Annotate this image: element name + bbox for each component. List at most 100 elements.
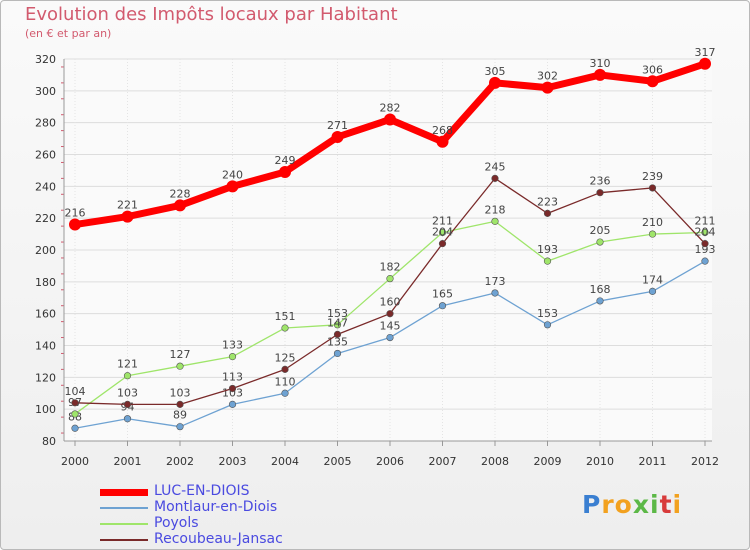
data-point xyxy=(176,423,184,431)
data-label: 153 xyxy=(537,307,558,320)
legend-swatch xyxy=(100,523,148,525)
data-label: 271 xyxy=(327,119,348,132)
data-point xyxy=(701,228,709,237)
data-point xyxy=(69,218,81,231)
data-point xyxy=(333,321,342,329)
data-label: 305 xyxy=(485,65,506,78)
logo-letter: i xyxy=(650,490,660,519)
data-point xyxy=(543,209,552,217)
data-point xyxy=(226,180,239,193)
data-point xyxy=(594,68,606,81)
x-tick-label: 2009 xyxy=(534,455,562,468)
data-point xyxy=(281,389,289,397)
y-tick-label: 160 xyxy=(35,308,56,321)
data-label: 310 xyxy=(590,57,611,70)
y-tick-label: 320 xyxy=(35,53,56,66)
y-tick-label: 220 xyxy=(35,212,56,225)
data-label: 205 xyxy=(590,224,611,237)
x-tick-label: 2002 xyxy=(166,455,194,468)
data-point xyxy=(123,400,132,408)
data-label: 211 xyxy=(695,214,716,227)
data-label: 160 xyxy=(380,296,401,309)
data-label: 133 xyxy=(222,339,243,352)
y-tick-label: 80 xyxy=(42,435,56,448)
data-point xyxy=(648,230,657,238)
data-point xyxy=(386,310,394,318)
data-label: 204 xyxy=(695,226,716,239)
data-point xyxy=(331,130,344,143)
data-point xyxy=(386,275,394,283)
data-label: 249 xyxy=(275,154,296,167)
data-label: 218 xyxy=(485,203,506,216)
data-point xyxy=(438,302,447,310)
data-label: 193 xyxy=(695,243,716,256)
data-label: 182 xyxy=(380,261,401,274)
legend-label: Poyols xyxy=(154,515,199,531)
data-label: 173 xyxy=(485,275,506,288)
data-point xyxy=(596,189,604,197)
legend-swatch xyxy=(100,489,148,496)
data-label: 317 xyxy=(695,46,716,59)
x-tick-label: 2007 xyxy=(429,455,457,468)
data-label: 151 xyxy=(275,310,296,323)
data-point xyxy=(489,76,501,89)
data-point xyxy=(491,217,499,225)
data-point xyxy=(491,174,499,182)
legend-swatch xyxy=(100,539,148,541)
data-label: 216 xyxy=(65,207,86,220)
data-point xyxy=(701,257,709,265)
data-label: 236 xyxy=(590,175,611,188)
data-label: 245 xyxy=(485,160,506,173)
data-point xyxy=(438,240,447,248)
x-tick-label: 2000 xyxy=(61,455,89,468)
data-label: 168 xyxy=(590,283,611,296)
data-point xyxy=(386,333,394,342)
data-label: 239 xyxy=(642,170,663,183)
data-label: 145 xyxy=(380,320,401,333)
data-point xyxy=(228,384,237,393)
data-point xyxy=(648,287,657,295)
data-label: 302 xyxy=(537,70,558,83)
data-point xyxy=(228,400,237,408)
x-tick-label: 2012 xyxy=(691,455,719,468)
data-point xyxy=(123,415,132,423)
data-point xyxy=(543,321,552,329)
x-tick-label: 2006 xyxy=(376,455,404,468)
data-label: 268 xyxy=(432,124,453,137)
data-label: 228 xyxy=(170,187,191,200)
data-label: 153 xyxy=(327,307,348,320)
legend-label: LUC-EN-DIOIS xyxy=(154,483,250,499)
data-label: 103 xyxy=(170,386,191,399)
data-point xyxy=(491,289,499,297)
data-label: 89 xyxy=(173,409,187,422)
data-point xyxy=(648,184,657,192)
data-label: 104 xyxy=(65,385,86,398)
y-tick-label: 200 xyxy=(35,244,56,257)
data-point xyxy=(436,135,449,148)
x-tick-label: 2008 xyxy=(481,455,509,468)
data-point xyxy=(438,228,447,237)
data-point xyxy=(699,57,711,70)
logo-letter: P xyxy=(582,490,602,519)
x-tick-label: 2001 xyxy=(114,455,142,468)
data-point xyxy=(333,330,342,338)
legend-label: Recoubeau-Jansac xyxy=(154,531,283,547)
data-label: 221 xyxy=(117,199,138,212)
y-tick-label: 280 xyxy=(35,117,56,130)
data-label: 210 xyxy=(642,216,663,229)
y-tick-label: 260 xyxy=(35,149,56,162)
legend-swatch xyxy=(100,507,148,509)
data-label: 125 xyxy=(275,351,296,364)
x-tick-label: 2011 xyxy=(639,455,667,468)
data-label: 282 xyxy=(380,101,401,114)
chart-subtitle: (en € et par an) xyxy=(25,27,112,40)
data-point xyxy=(228,353,237,361)
data-point xyxy=(701,240,709,248)
data-point xyxy=(646,75,659,88)
data-point xyxy=(279,166,291,179)
data-label: 240 xyxy=(222,168,243,181)
legend-label: Montlaur-en-Diois xyxy=(154,499,278,515)
data-point xyxy=(121,210,134,223)
data-label: 110 xyxy=(275,375,296,388)
